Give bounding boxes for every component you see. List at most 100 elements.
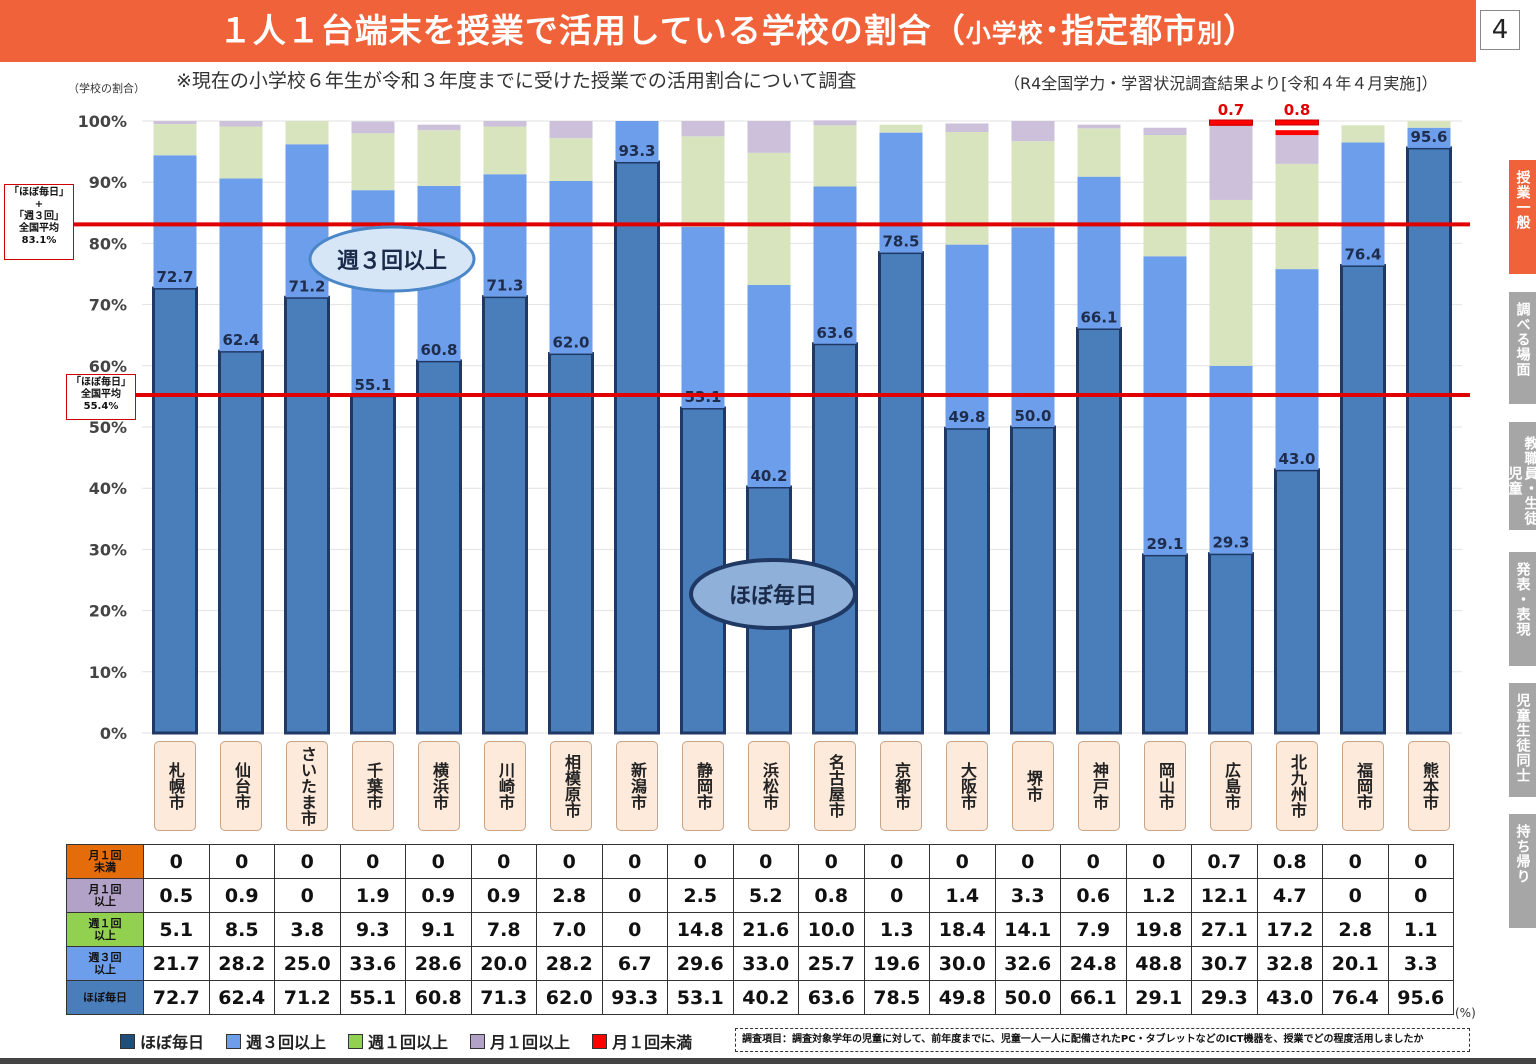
avg1-line5: 83.1% [21,235,57,246]
table-cell: 4.7 [1256,878,1323,913]
table-row-header: 週３回 以上 [66,946,144,981]
table-cell: 0 [601,878,668,913]
bar-segment [1143,127,1187,136]
bar-segment [615,121,659,163]
side-tab[interactable]: 授業一般 [1509,160,1536,274]
table-cell: 0.9 [405,878,472,913]
bar-segment [549,180,593,354]
table-cell: 95.6 [1387,980,1454,1015]
bar-segment [1208,552,1254,735]
table-cell: 25.7 [798,946,865,981]
table-cell: 0 [143,844,210,879]
bar-segment [1274,468,1320,735]
legend-item: 週１回以上 [348,1029,448,1053]
bar-segment [219,121,263,127]
stacked-bar-chart: 0% 10% 20% 30% 40% 50% 60% 70% 80% 90% 100% 72.7 62.… [70,101,1470,740]
table-cell: 0 [798,844,865,879]
bar-segment [1407,121,1451,128]
table-cell: 28.2 [208,946,275,981]
table-cell: 0 [208,844,275,879]
table-cell: 0 [1125,844,1192,879]
table-cell: 33.6 [339,946,406,981]
city-label: 静岡市 [682,741,724,831]
bar-segment [813,125,857,187]
avg1-line2: + [34,199,44,210]
page-title: １人１台端末を授業で活用している学校の割合（小学校･指定都市別） [0,0,1476,62]
bar-value-label: 29.1 [1146,535,1183,553]
bar-segment [879,124,923,133]
table-cell: 40.2 [732,980,799,1015]
bar-segment [549,138,593,181]
table-cell: 71.3 [470,980,537,1015]
table-cell: 0 [601,844,668,879]
bar-segment [218,349,264,735]
legend-swatch [592,1033,608,1049]
table-cell: 0.9 [470,878,537,913]
table-cell: 28.2 [536,946,603,981]
daily-average-box: 「ほぼ毎日」 全国平均 55.4% [66,374,136,420]
row-header-line1: 月１回 [88,882,122,896]
bar-segment [1143,256,1187,555]
y-tick-label: 20% [89,602,127,621]
legend-swatch [470,1033,486,1049]
title-end: ） [1223,11,1258,50]
title-bar [0,0,1476,62]
row-header-line1: 月１回 [88,848,122,862]
y-tick-label: 60% [89,357,127,376]
city-label: 大阪市 [946,741,988,831]
table-cell: 3.3 [1387,946,1454,981]
table-cell: 0.8 [798,878,865,913]
bar-segment [747,285,791,487]
bar-segment [945,123,989,133]
table-cell: 93.3 [601,980,668,1015]
table-cell: 60.8 [405,980,472,1015]
bar-segment [416,359,462,735]
table-cell: 0.7 [1191,844,1258,879]
table-unit: (%) [1455,1006,1476,1020]
legend-label: ほぼ毎日 [140,1033,205,1052]
city-label: 横浜市 [418,741,460,831]
table-cell: 33.0 [732,946,799,981]
table-cell: 0 [929,844,996,879]
side-tab[interactable]: 教職員・生徒児童 [1507,422,1536,530]
legend-swatch [348,1033,364,1049]
table-cell: 50.0 [994,980,1061,1015]
table-cell: 0 [667,844,734,879]
side-tab[interactable]: 児童生徒同士 [1509,683,1536,797]
table-cell: 32.8 [1256,946,1323,981]
data-table: 月１回 未満 0 0 0 0 0 0 0 0 0 0 0 0 0 0 0 0 0.7 0.8 0 0 月１回 以上 0.5 0.9… [66,844,1454,1015]
table-cell: 21.7 [143,946,210,981]
bar-segment [1341,142,1385,266]
side-tab[interactable]: 発表・表現 [1509,552,1536,666]
side-tab[interactable]: 調べる場面 [1509,292,1536,404]
table-cell: 0 [601,912,668,947]
city-label: 岡山市 [1144,741,1186,831]
city-label: 福岡市 [1342,741,1384,831]
bar-segment [417,124,461,131]
bar-segment [879,132,923,253]
bar-segment [1209,365,1253,554]
table-cell: 43.0 [1256,980,1323,1015]
table-cell: 0.6 [1060,878,1127,913]
table-cell: 25.0 [274,946,341,981]
table-cell: 3.8 [274,912,341,947]
table-cell: 55.1 [339,980,406,1015]
row-header-line1: 週３回 [88,950,122,964]
bar-segment [351,133,395,191]
bar-segment [747,121,791,153]
table-cell: 29.6 [667,946,734,981]
table-cell: 0 [1322,878,1389,913]
table-cell: 0 [274,878,341,913]
table-cell: 0 [470,844,537,879]
table-cell: 14.1 [994,912,1061,947]
bar-value-label: 63.6 [816,324,853,342]
bar-segment [1209,199,1253,366]
city-label: 相模原市 [550,741,592,831]
side-tab[interactable]: 持ち帰り [1509,814,1536,928]
table-cell: 3.3 [994,878,1061,913]
table-cell: 2.8 [1322,912,1389,947]
city-label: さいたま市 [286,741,328,831]
table-cell: 1.4 [929,878,996,913]
table-cell: 66.1 [1060,980,1127,1015]
city-label: 浜松市 [748,741,790,831]
